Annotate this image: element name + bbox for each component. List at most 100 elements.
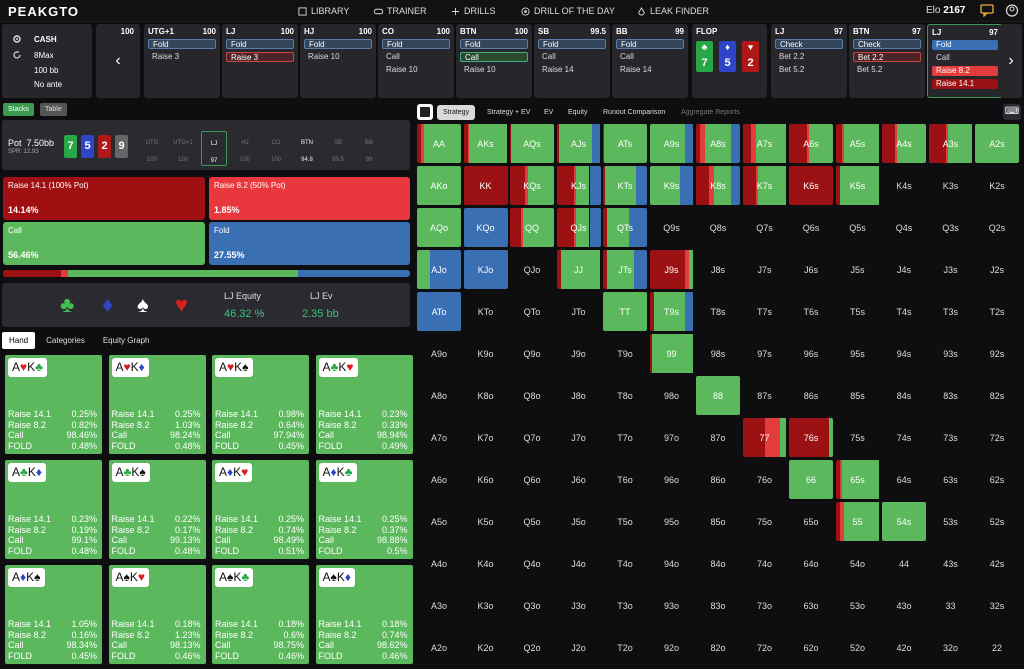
matrix-cell[interactable]: Q7s	[756, 222, 773, 233]
seat-sb[interactable]: SB 99.5	[332, 140, 344, 163]
matrix-cell[interactable]: JTo	[571, 306, 586, 317]
matrix-cell[interactable]: Q8s	[709, 222, 727, 233]
action-raise-big[interactable]: Raise 14.1 (100% Pot) 14.14%	[3, 177, 205, 220]
matrix-cell[interactable]: K2s	[989, 180, 1005, 191]
combo-card[interactable]: A♣K♦ Raise 14.1 0.23% Raise 8.2 0.19% Call 99.…	[5, 460, 102, 559]
matrix-cell[interactable]: J4s	[896, 264, 911, 275]
matrix-cell[interactable]: J9s	[649, 250, 694, 289]
matrix-cell[interactable]: A8o	[430, 390, 447, 401]
matrix-cell[interactable]: TT	[603, 292, 647, 331]
matrix-cell[interactable]: 33	[945, 600, 956, 611]
matrix-cell[interactable]: K6o	[477, 474, 494, 485]
matrix-cell[interactable]: T4s	[896, 306, 912, 317]
matrix-cell[interactable]: 76s	[789, 418, 833, 457]
matrix-cell[interactable]: A4s	[882, 124, 926, 163]
card-option[interactable]: Raise 14	[620, 65, 652, 74]
matrix-cell[interactable]: 72s	[989, 432, 1005, 443]
matrix-cell[interactable]: 63o	[803, 600, 819, 611]
matrix-cell[interactable]: 42o	[896, 642, 912, 653]
card-option[interactable]: Raise 8.2	[932, 66, 998, 76]
card-option[interactable]: Bet 2.2	[853, 52, 921, 62]
seat-utg-plus-1[interactable]: UTG+1 100	[173, 140, 193, 163]
card-option[interactable]: Raise 10	[386, 65, 418, 74]
matrix-cell[interactable]: T8s	[710, 306, 726, 317]
refresh-icon[interactable]	[12, 50, 22, 60]
matrix-cell[interactable]: KTo	[477, 306, 494, 317]
matrix-cell[interactable]: KQo	[463, 208, 508, 247]
card-option[interactable]: Bet 5.2	[857, 65, 883, 74]
club-icon[interactable]: ♣	[60, 292, 75, 317]
matrix-cell[interactable]: K6s	[789, 166, 833, 205]
nav-drill-of-the-day[interactable]: DRILL OF THE DAY	[521, 6, 615, 16]
action-card-4[interactable]: CO 100 Fold Call Raise 10	[378, 24, 454, 98]
matrix-cell[interactable]: T9o	[617, 348, 633, 359]
matrix-cell[interactable]: 86o	[710, 474, 726, 485]
matrix-cell[interactable]: J5o	[571, 516, 586, 527]
combo-card[interactable]: A♠K♥ Raise 14.1 0.18% Raise 8.2 1.23% Call 98.…	[108, 565, 206, 664]
matrix-cell[interactable]: K9o	[477, 348, 494, 359]
matrix-cell[interactable]: 84s	[896, 390, 912, 401]
combo-card[interactable]: A♥K♠ Raise 14.1 0.98% Raise 8.2 0.64% Call 97.…	[212, 355, 309, 454]
action-card-3[interactable]: HJ 100 Fold Raise 10	[300, 24, 376, 98]
matrix-cell[interactable]: Q2o	[523, 642, 541, 653]
combo-card[interactable]: A♣K♠ Raise 14.1 0.22% Raise 8.2 0.17% Call 99.…	[108, 460, 206, 559]
matrix-cell[interactable]: 93o	[663, 600, 680, 611]
matrix-cell[interactable]: T5s	[849, 306, 865, 317]
matrix-cell[interactable]: K2o	[477, 642, 494, 653]
card-option[interactable]: Raise 3	[226, 52, 294, 62]
matrix-cell[interactable]: 52s	[989, 516, 1005, 527]
gamepad-button[interactable]: ⌨	[1003, 104, 1021, 120]
matrix-cell[interactable]: 86s	[803, 390, 819, 401]
matrix-cell[interactable]: A5o	[430, 516, 447, 527]
matrix-cell[interactable]: Q6o	[523, 474, 541, 485]
matrix-cell[interactable]: QTs	[603, 208, 647, 247]
matrix-cell[interactable]: A3s	[928, 124, 973, 163]
brand-logo[interactable]: PEAKGTO	[8, 4, 80, 19]
matrix-cell[interactable]: T7s	[756, 306, 772, 317]
matrix-cell[interactable]: T5o	[617, 516, 633, 527]
diamond-icon[interactable]: ♦	[102, 292, 114, 317]
matrix-cell[interactable]: 55	[835, 502, 880, 541]
matrix-cell[interactable]: T6s	[803, 306, 819, 317]
matrix-cell[interactable]: 83s	[943, 390, 958, 401]
matrix-cell[interactable]: Q3s	[942, 222, 959, 233]
matrix-cell[interactable]: J7s	[757, 264, 772, 275]
matrix-cell[interactable]: J6o	[571, 474, 586, 485]
card-option[interactable]: Call	[936, 53, 950, 62]
card-option[interactable]: Fold	[148, 39, 216, 49]
matrix-cell[interactable]: 65s	[835, 460, 880, 499]
action-card-2[interactable]: LJ 100 Fold Raise 3	[222, 24, 298, 98]
matrix-cell[interactable]: 93s	[943, 348, 958, 359]
matrix-cell[interactable]: JJ	[556, 250, 601, 289]
matrix-cell[interactable]: T3s	[942, 306, 958, 317]
heart-icon[interactable]: ♥	[175, 292, 189, 317]
matrix-cell[interactable]: 98o	[663, 390, 680, 401]
seat-co[interactable]: CO 100	[270, 140, 281, 163]
matrix-cell[interactable]: QQ	[510, 208, 554, 247]
tab-strategy-ev[interactable]: Strategy + EV	[487, 109, 531, 116]
action-card-10[interactable]: LJ 97 Fold Call Raise 8.2 Raise 14.1	[927, 24, 1003, 98]
action-card-9[interactable]: BTN 97 Check Bet 2.2 Bet 5.2	[849, 24, 925, 98]
matrix-cell[interactable]: J5s	[850, 264, 865, 275]
matrix-cell[interactable]: 83o	[710, 600, 726, 611]
tab-runout-comparison[interactable]: Runout Comparison	[603, 109, 666, 116]
matrix-cell[interactable]: AKo	[417, 166, 461, 205]
matrix-cell[interactable]: 75o	[756, 516, 773, 527]
matrix-cell[interactable]: T6o	[617, 474, 633, 485]
matrix-cell[interactable]: T7o	[617, 432, 633, 443]
combo-card[interactable]: A♦K♠ Raise 14.1 1.05% Raise 8.2 0.16% Call 98.…	[5, 565, 102, 664]
card-option[interactable]: Fold	[304, 39, 372, 49]
matrix-cell[interactable]: 96o	[663, 474, 680, 485]
action-call[interactable]: Call 56.46%	[3, 222, 205, 265]
matrix-cell[interactable]: AJo	[417, 250, 461, 289]
card-option[interactable]: Call	[460, 52, 528, 62]
matrix-cell[interactable]: 74s	[896, 432, 912, 443]
table-button[interactable]: Table	[40, 103, 67, 116]
matrix-cell[interactable]: 99	[649, 334, 694, 373]
matrix-cell[interactable]: KJs	[556, 166, 601, 205]
matrix-cell[interactable]: J8o	[571, 390, 586, 401]
matrix-cell[interactable]: 77	[742, 418, 787, 457]
matrix-cell[interactable]: JTs	[603, 250, 647, 289]
matrix-cell[interactable]: KJo	[463, 250, 508, 289]
seat-lj[interactable]: LJ 97	[201, 131, 227, 166]
